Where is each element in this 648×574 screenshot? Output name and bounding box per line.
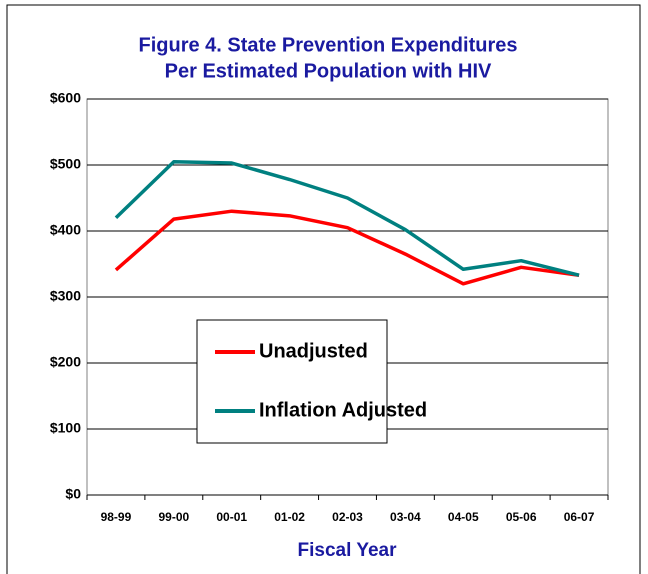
x-tick-label: 04-05 (448, 510, 479, 524)
y-tick-label: $400 (50, 222, 81, 238)
line-series (114, 159, 580, 277)
y-tick-label: $600 (50, 90, 81, 106)
y-tick-label: $500 (50, 156, 81, 172)
legend-label: Unadjusted (259, 340, 368, 362)
legend-label: Inflation Adjusted (259, 399, 427, 421)
x-tick-label: 99-00 (158, 510, 189, 524)
y-tick-label: $100 (50, 420, 81, 436)
x-tick-label: 98-99 (101, 510, 132, 524)
x-tick-label: 06-07 (564, 510, 595, 524)
y-tick-label: $0 (65, 486, 81, 502)
x-tick-label: 02-03 (332, 510, 363, 524)
chart-title: Figure 4. State Prevention Expenditures (139, 34, 518, 56)
line-series (114, 209, 580, 286)
y-tick-label: $200 (50, 354, 81, 370)
x-tick-label: 03-04 (390, 510, 421, 524)
y-tick-label: $300 (50, 288, 81, 304)
legend-box (196, 319, 388, 444)
x-tick-label: 05-06 (506, 510, 537, 524)
chart-border (6, 4, 641, 574)
x-axis-label: Fiscal Year (298, 540, 398, 561)
x-tick-label: 00-01 (216, 510, 247, 524)
x-tick-label: 01-02 (274, 510, 305, 524)
chart-subtitle: Per Estimated Population with HIV (165, 60, 492, 82)
